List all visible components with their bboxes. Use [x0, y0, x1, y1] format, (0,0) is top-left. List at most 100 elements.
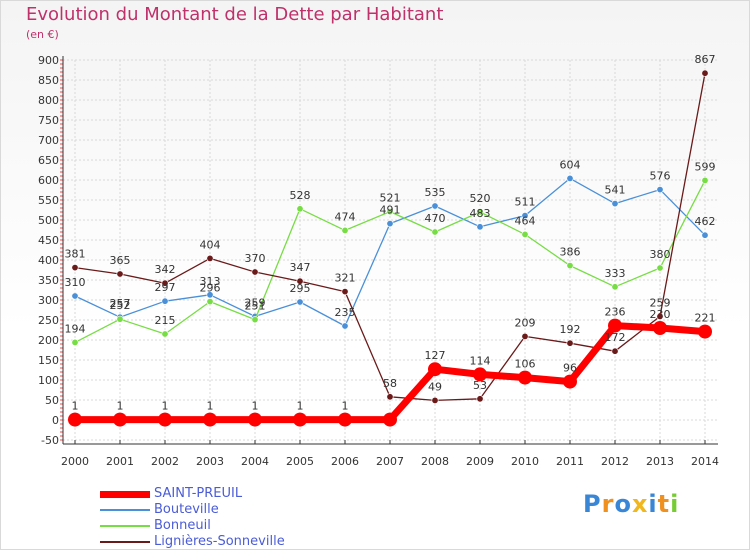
- data-label: 491: [380, 204, 401, 217]
- data-label: 252: [110, 299, 131, 312]
- x-tick-label: 2005: [286, 455, 314, 468]
- x-tick-label: 2003: [196, 455, 224, 468]
- data-point: [296, 298, 304, 306]
- data-label: 209: [515, 316, 536, 329]
- data-label: 259: [650, 296, 671, 309]
- data-point: [566, 174, 574, 182]
- x-tick-label: 2001: [106, 455, 134, 468]
- data-point: [431, 202, 439, 210]
- data-label: 58: [383, 377, 397, 390]
- data-label: 96: [563, 362, 577, 375]
- y-tick-label: 450: [38, 234, 59, 247]
- data-label: 192: [560, 323, 581, 336]
- data-label: 194: [65, 322, 86, 335]
- data-point: [521, 212, 529, 220]
- data-label: 127: [425, 349, 446, 362]
- data-label: 235: [335, 306, 356, 319]
- data-point: [611, 347, 619, 355]
- data-label: 511: [515, 196, 536, 209]
- data-label: 321: [335, 272, 356, 285]
- data-point: [116, 270, 124, 278]
- data-point: [161, 330, 169, 338]
- data-point: [476, 223, 484, 231]
- data-point: [656, 312, 664, 320]
- data-label: 867: [695, 53, 716, 66]
- data-point: [206, 254, 214, 262]
- data-label: 380: [650, 248, 671, 261]
- logo-letter: i: [648, 490, 658, 518]
- y-tick-label: 700: [38, 134, 59, 147]
- data-point: [653, 321, 667, 335]
- y-tick-label: 400: [38, 254, 59, 267]
- data-point: [251, 316, 259, 324]
- data-point: [698, 324, 712, 339]
- logo-letter: o: [614, 490, 632, 518]
- data-point: [341, 322, 349, 330]
- y-tick-label: 350: [38, 274, 59, 287]
- data-point: [476, 208, 484, 216]
- x-tick-label: 2010: [511, 455, 539, 468]
- data-point: [386, 208, 394, 216]
- data-label: 1: [252, 400, 259, 413]
- data-label: 604: [560, 158, 581, 171]
- y-tick-label: 500: [38, 214, 59, 227]
- data-point: [338, 412, 352, 427]
- data-point: [383, 412, 397, 427]
- y-tick-label: 200: [38, 334, 59, 347]
- x-tick-label: 2002: [151, 455, 179, 468]
- data-point: [296, 277, 304, 285]
- data-point: [206, 298, 214, 306]
- data-point: [521, 332, 529, 340]
- data-point: [566, 339, 574, 347]
- x-tick-label: 2012: [601, 455, 629, 468]
- data-label: 528: [290, 189, 311, 202]
- data-point: [566, 262, 574, 270]
- data-point: [203, 412, 217, 427]
- logo-letter: x: [631, 490, 649, 518]
- data-label: 483: [470, 207, 491, 220]
- x-tick-label: 2000: [61, 455, 89, 468]
- data-label: 333: [605, 267, 626, 280]
- data-point: [248, 412, 262, 427]
- legend-swatch: [100, 509, 150, 511]
- chart-unit-label: (en €): [26, 28, 59, 41]
- data-label: 381: [65, 248, 86, 261]
- data-point: [521, 230, 529, 238]
- data-label: 114: [470, 354, 491, 367]
- x-tick-label: 2004: [241, 455, 269, 468]
- data-label: 599: [695, 160, 716, 173]
- data-label: 521: [380, 192, 401, 205]
- data-label: 53: [473, 379, 487, 392]
- data-label: 1: [117, 400, 124, 413]
- data-point: [656, 264, 664, 272]
- x-tick-label: 2008: [421, 455, 449, 468]
- data-point: [68, 412, 82, 427]
- data-point: [656, 186, 664, 194]
- data-label: 1: [297, 400, 304, 413]
- y-tick-label: 650: [38, 154, 59, 167]
- proxiti-logo: Proxiti: [583, 490, 679, 518]
- y-tick-label: 300: [38, 294, 59, 307]
- data-label: 347: [290, 261, 311, 274]
- x-tick-label: 2014: [691, 455, 719, 468]
- data-label: 236: [605, 306, 626, 319]
- logo-letter: r: [601, 490, 615, 518]
- data-point: [611, 283, 619, 291]
- data-label: 342: [155, 263, 176, 276]
- data-point: [428, 362, 442, 377]
- legend-swatch: [100, 541, 150, 543]
- data-point: [431, 228, 439, 236]
- data-point: [473, 367, 487, 382]
- data-point: [476, 395, 484, 403]
- x-tick-label: 2009: [466, 455, 494, 468]
- data-label: 1: [72, 400, 79, 413]
- data-label: 313: [200, 275, 221, 288]
- data-label: 1: [162, 400, 169, 413]
- y-tick-label: 600: [38, 174, 59, 187]
- data-point: [161, 297, 169, 305]
- data-label: 49: [428, 380, 442, 393]
- data-point: [71, 292, 79, 300]
- legend-label: Bouteville: [154, 502, 219, 517]
